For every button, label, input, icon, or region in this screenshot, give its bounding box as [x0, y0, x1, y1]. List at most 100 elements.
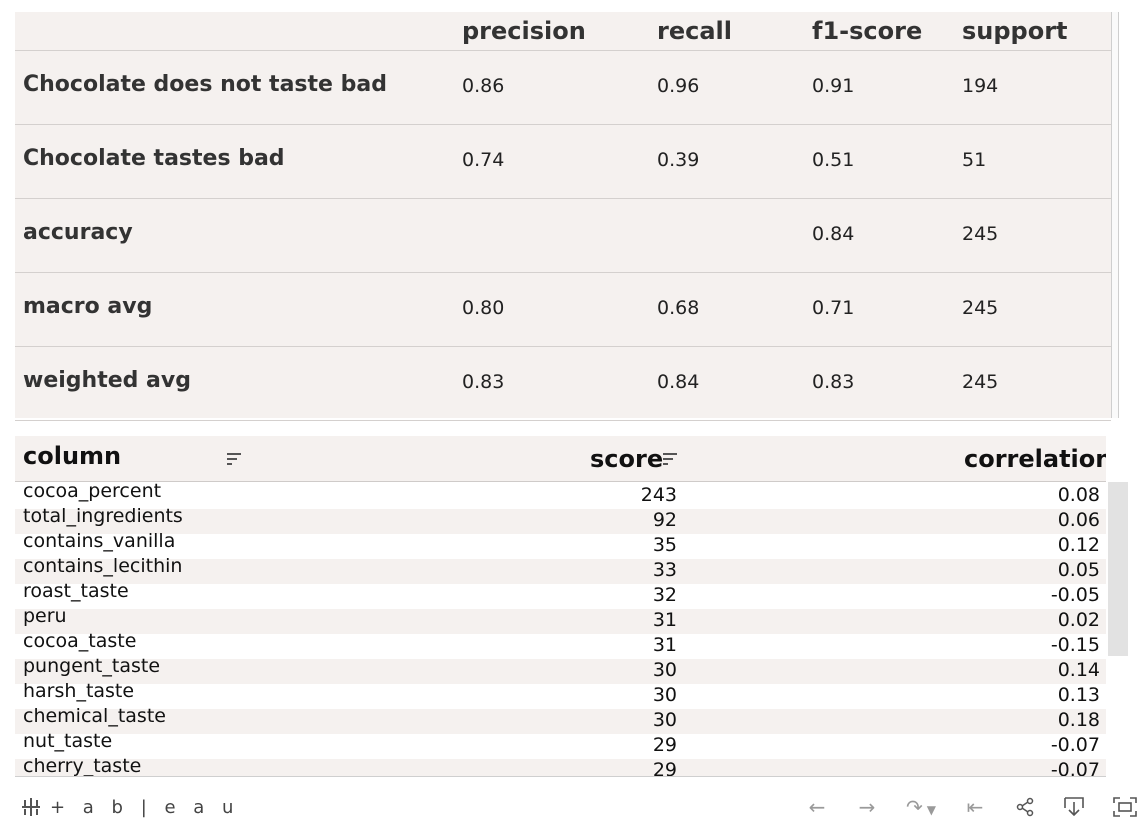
f1-value: 0.51: [812, 149, 855, 171]
header-f1-score: f1-score: [812, 17, 923, 45]
feature-score: 35: [652, 534, 677, 556]
row-label: macro avg: [23, 294, 153, 319]
header-correlation[interactable]: correlation: [964, 445, 1106, 473]
tableau-toolbar: + a b | e a u ← → ↷ ▼ ⇤: [0, 790, 1148, 824]
feature-score: 30: [652, 684, 677, 706]
feature-score: 92: [652, 509, 677, 531]
table-divider: [15, 776, 1106, 777]
table-row[interactable]: cocoa_percent 243 0.08: [15, 480, 1106, 509]
table-row[interactable]: peru 31 0.02: [15, 605, 1106, 634]
f1-value: 0.91: [812, 75, 855, 97]
feature-name: harsh_taste: [23, 680, 135, 702]
report-row[interactable]: Chocolate does not taste bad 0.86 0.96 0…: [15, 51, 1111, 125]
feature-name: cherry_taste: [23, 755, 142, 776]
feature-correlation: 0.05: [1057, 559, 1100, 581]
feature-correlation: -0.05: [1050, 584, 1100, 606]
tableau-logo-icon: [20, 796, 42, 818]
feature-correlation: -0.07: [1050, 734, 1100, 756]
support-value: 245: [962, 297, 999, 319]
feature-score: 30: [652, 659, 677, 681]
recall-value: 0.39: [657, 149, 700, 171]
tableau-logo-text: + a b | e a u: [50, 796, 240, 818]
precision-value: 0.83: [462, 371, 505, 393]
download-icon[interactable]: [1061, 794, 1087, 820]
feature-score: 29: [652, 734, 677, 756]
recall-value: 0.84: [657, 371, 700, 393]
table-row[interactable]: chemical_taste 30 0.18: [15, 705, 1106, 734]
undo-icon[interactable]: ←: [808, 795, 826, 819]
feature-header-row: column score correlation: [15, 436, 1106, 482]
report-row[interactable]: Chocolate tastes bad 0.74 0.39 0.51 51: [15, 125, 1111, 199]
feature-score: 30: [652, 709, 677, 731]
sort-icon[interactable]: [663, 453, 677, 465]
feature-name: total_ingredients: [23, 505, 183, 527]
f1-value: 0.71: [812, 297, 855, 319]
feature-name: cocoa_percent: [23, 480, 162, 502]
feature-correlation: -0.15: [1050, 634, 1100, 656]
precision-value: 0.86: [462, 75, 505, 97]
report-row[interactable]: weighted avg 0.83 0.84 0.83 245: [15, 347, 1111, 421]
precision-value: 0.80: [462, 297, 505, 319]
table-row[interactable]: harsh_taste 30 0.13: [15, 680, 1106, 709]
row-label: Chocolate does not taste bad: [23, 72, 387, 97]
table-row[interactable]: cocoa_taste 31 -0.15: [15, 630, 1106, 659]
feature-name: chemical_taste: [23, 705, 166, 727]
support-value: 245: [962, 223, 999, 245]
feature-score: 31: [652, 634, 677, 656]
f1-value: 0.83: [812, 371, 855, 393]
feature-score: 33: [652, 559, 677, 581]
recall-value: 0.68: [657, 297, 700, 319]
report-row[interactable]: accuracy 0.84 245: [15, 199, 1111, 273]
feature-name: contains_lecithin: [23, 555, 183, 577]
header-score[interactable]: score: [590, 445, 664, 473]
table-row[interactable]: roast_taste 32 -0.05: [15, 580, 1106, 609]
feature-correlation: 0.18: [1057, 709, 1100, 731]
reset-icon[interactable]: ⇤: [966, 795, 984, 819]
header-precision: precision: [462, 17, 586, 45]
feature-correlation: -0.07: [1050, 759, 1100, 776]
table-row[interactable]: cherry_taste 29 -0.07: [15, 755, 1106, 776]
report-scrollbar[interactable]: [1111, 12, 1119, 418]
feature-correlation: 0.12: [1057, 534, 1100, 556]
redo-icon[interactable]: →: [858, 795, 876, 819]
feature-score: 243: [640, 484, 677, 506]
share-icon[interactable]: [1012, 794, 1038, 820]
support-value: 245: [962, 371, 999, 393]
report-header-row: precision recall f1-score support: [15, 12, 1111, 51]
support-value: 51: [962, 149, 987, 171]
table-row[interactable]: pungent_taste 30 0.14: [15, 655, 1106, 684]
feature-name: contains_vanilla: [23, 530, 176, 552]
table-row[interactable]: total_ingredients 92 0.06: [15, 505, 1106, 534]
fullscreen-icon[interactable]: [1110, 794, 1140, 820]
feature-correlation: 0.13: [1057, 684, 1100, 706]
header-recall: recall: [657, 17, 732, 45]
table-row[interactable]: contains_vanilla 35 0.12: [15, 530, 1106, 559]
feature-correlation: 0.14: [1057, 659, 1100, 681]
feature-name: nut_taste: [23, 730, 113, 752]
feature-score: 32: [652, 584, 677, 606]
table-scrollbar[interactable]: [1108, 482, 1128, 656]
feature-correlation: 0.08: [1057, 484, 1100, 506]
feature-name: roast_taste: [23, 580, 129, 602]
report-row[interactable]: macro avg 0.80 0.68 0.71 245: [15, 273, 1111, 347]
f1-value: 0.84: [812, 223, 855, 245]
tableau-logo[interactable]: + a b | e a u: [20, 796, 239, 818]
feature-score-table: column score correlation cocoa_percent 2…: [15, 436, 1106, 776]
revert-icon[interactable]: ↷ ▼: [906, 795, 936, 819]
table-row[interactable]: contains_lecithin 33 0.05: [15, 555, 1106, 584]
row-label: accuracy: [23, 220, 133, 245]
feature-score: 31: [652, 609, 677, 631]
header-support: support: [962, 17, 1068, 45]
feature-name: peru: [23, 605, 67, 627]
classification-report-table: precision recall f1-score support Chocol…: [15, 12, 1111, 421]
table-row[interactable]: nut_taste 29 -0.07: [15, 730, 1106, 759]
feature-name: cocoa_taste: [23, 630, 137, 652]
row-label: Chocolate tastes bad: [23, 146, 285, 171]
feature-correlation: 0.06: [1057, 509, 1100, 531]
support-value: 194: [962, 75, 999, 97]
feature-name: pungent_taste: [23, 655, 161, 677]
header-column[interactable]: column: [23, 442, 122, 470]
recall-value: 0.96: [657, 75, 700, 97]
sort-icon[interactable]: [227, 453, 241, 465]
row-label: weighted avg: [23, 368, 191, 393]
